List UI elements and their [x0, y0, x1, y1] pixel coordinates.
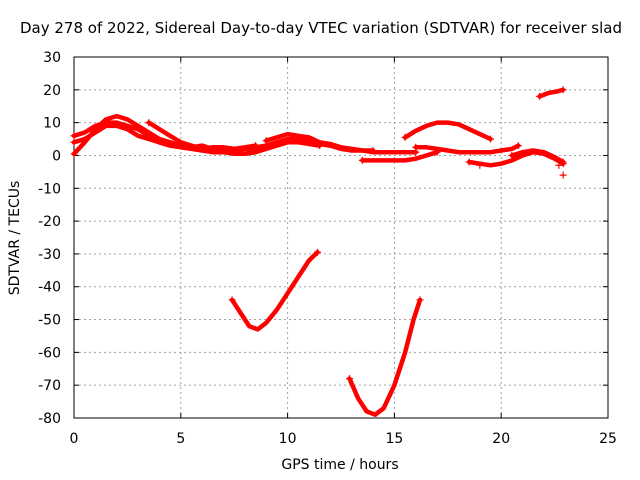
x-tick-label: 10: [279, 431, 297, 447]
series-start-marker: [70, 138, 78, 146]
series-start-marker: [508, 151, 516, 159]
series-start-marker: [145, 119, 153, 127]
y-tick-label: 0: [52, 148, 61, 164]
series-end-marker: [433, 148, 441, 156]
y-tick-label: -60: [38, 345, 61, 361]
axis-ticks: 0 5 10 15 20 25 -80 -70 -60 -50 -40 -30 -20 -10 0 10 20 3…: [38, 50, 617, 447]
plot-frame: [73, 56, 609, 419]
x-tick-label: 20: [492, 431, 510, 447]
series-start-marker: [401, 133, 409, 141]
y-tick-label: 20: [43, 83, 61, 99]
isolated-point-marker: [555, 161, 563, 169]
series-end-marker: [487, 135, 495, 143]
series-start-marker: [536, 92, 544, 100]
x-tick-label: 5: [176, 431, 185, 447]
y-tick-label: -70: [38, 378, 61, 394]
series-trace-13: [229, 250, 320, 332]
series-trace-14: [347, 297, 423, 417]
y-tick-label: -40: [38, 280, 61, 296]
y-tick-label: -30: [38, 247, 61, 263]
y-axis-label: SDTVAR / TECUs: [7, 181, 23, 296]
y-tick-label: 10: [43, 116, 61, 132]
chart-title: Day 278 of 2022, Sidereal Day-to-day VTE…: [20, 19, 622, 37]
series-start-marker: [228, 296, 236, 304]
x-axis-label: GPS time / hours: [281, 457, 398, 473]
isolated-point-marker: [559, 171, 567, 179]
series-start-marker: [262, 137, 270, 145]
series-end-marker: [559, 158, 567, 166]
x-tick-label: 15: [385, 431, 403, 447]
series-end-marker: [316, 142, 324, 150]
y-tick-label: -80: [38, 411, 61, 427]
series-end-marker: [559, 86, 567, 94]
isolated-point-marker: [476, 161, 484, 169]
series-start-marker: [358, 156, 366, 164]
series-start-marker: [70, 132, 78, 140]
series-trace-11: [509, 148, 566, 165]
series-trace-12: [537, 87, 566, 99]
series-end-marker: [314, 248, 322, 256]
series-trace-3: [71, 123, 258, 152]
series-trace-9: [413, 143, 521, 155]
point-markers: [70, 86, 567, 383]
series-start-marker: [346, 375, 354, 383]
y-tick-label: -50: [38, 313, 61, 329]
series-start-marker: [252, 145, 260, 153]
series-trace-4: [146, 120, 322, 157]
series-end-marker: [369, 147, 377, 155]
series-end-marker: [416, 296, 424, 304]
series-trace-7: [402, 120, 493, 142]
y-tick-label: -20: [38, 214, 61, 230]
series-trace-8: [360, 149, 440, 163]
grid-lines: [74, 57, 608, 418]
x-tick-label: 0: [70, 431, 79, 447]
y-tick-label: 30: [43, 50, 61, 66]
series-end-marker: [514, 142, 522, 150]
series-start-marker: [70, 150, 78, 158]
x-tick-label: 25: [599, 431, 617, 447]
series-start-marker: [465, 158, 473, 166]
y-tick-label: -10: [38, 181, 61, 197]
series-start-marker: [412, 143, 420, 151]
data-series: [71, 87, 566, 417]
